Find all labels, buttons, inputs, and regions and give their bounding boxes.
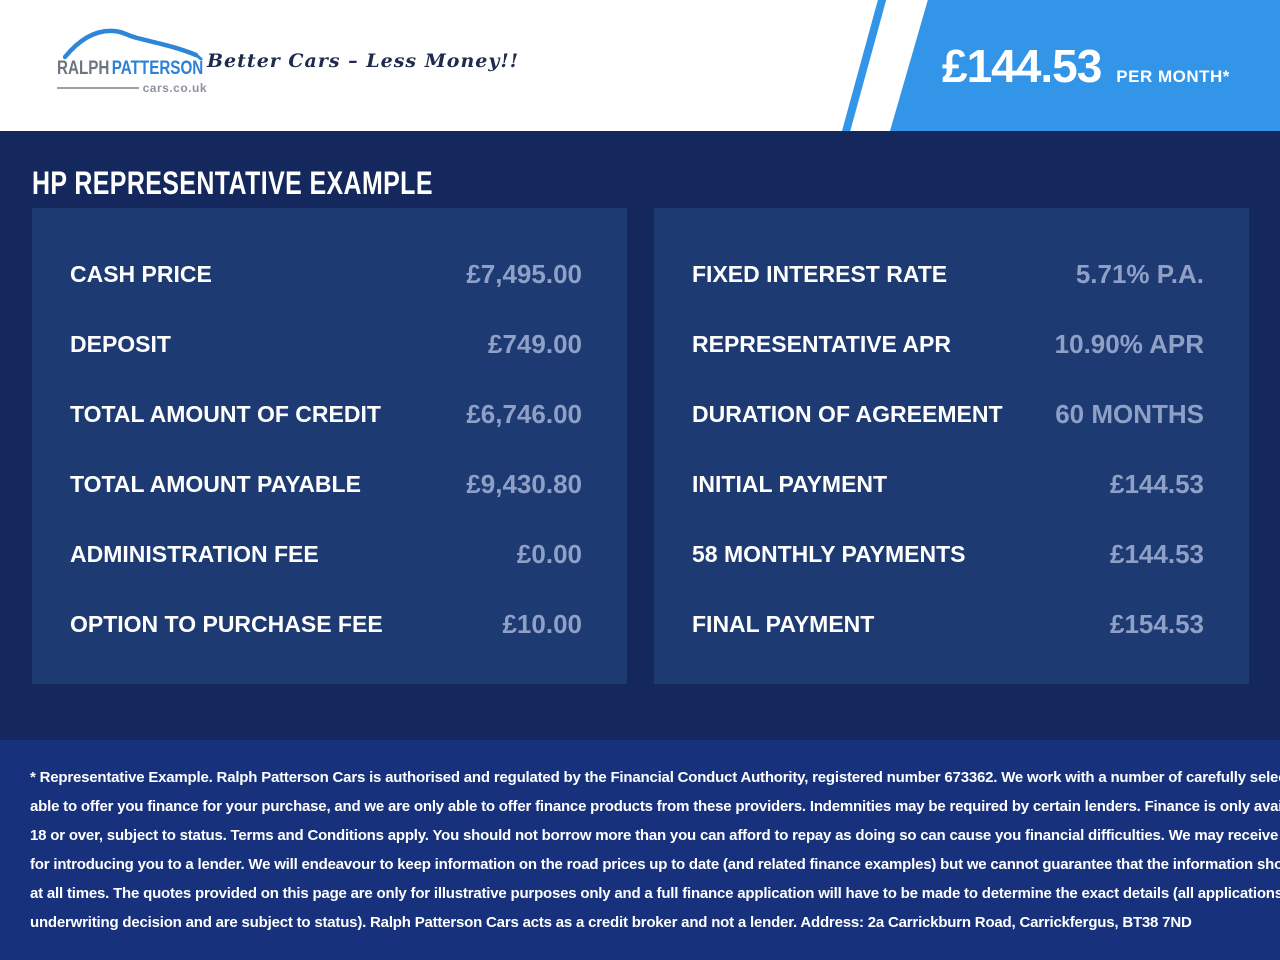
- dealer-name-second: PATTERSON: [111, 58, 204, 79]
- car-swoosh-icon: [63, 28, 203, 60]
- price-banner: £144.53 PER MONTH*: [890, 0, 1280, 131]
- page-header: RALPH PATTERSON cars.co.uk Better Cars – …: [0, 0, 1280, 131]
- finance-panel-right: FIXED INTEREST RATE 5.71% P.A. REPRESENT…: [654, 208, 1249, 684]
- finance-label: DURATION OF AGREEMENT: [692, 400, 1003, 427]
- table-row: REPRESENTATIVE APR 10.90% APR: [654, 309, 1249, 379]
- monthly-price: £144.53: [942, 39, 1102, 92]
- finance-label: FINAL PAYMENT: [692, 610, 875, 637]
- table-row: FINAL PAYMENT £154.53: [654, 589, 1249, 659]
- table-row: CASH PRICE £7,495.00: [32, 239, 627, 309]
- table-row: DURATION OF AGREEMENT 60 MONTHS: [654, 379, 1249, 449]
- finance-label: OPTION TO PURCHASE FEE: [70, 610, 383, 637]
- finance-value: £7,495.00: [466, 258, 582, 289]
- finance-label: FIXED INTEREST RATE: [692, 260, 948, 287]
- finance-label: REPRESENTATIVE APR: [692, 330, 951, 357]
- finance-label: ADMINISTRATION FEE: [70, 540, 319, 567]
- table-row: INITIAL PAYMENT £144.53: [654, 449, 1249, 519]
- legal-footer: * Representative Example. Ralph Patterso…: [0, 740, 1280, 960]
- finance-value: 5.71% P.A.: [1075, 258, 1204, 289]
- finance-value: £9,430.80: [466, 468, 582, 499]
- table-row: TOTAL AMOUNT OF CREDIT £6,746.00: [32, 379, 627, 449]
- table-row: TOTAL AMOUNT PAYABLE £9,430.80: [32, 449, 627, 519]
- page-title: HP REPRESENTATIVE EXAMPLE: [32, 165, 433, 201]
- finance-label: CASH PRICE: [70, 260, 212, 287]
- table-row: ADMINISTRATION FEE £0.00: [32, 519, 627, 589]
- finance-value: £144.53: [1110, 468, 1204, 499]
- logo-divider-line: [57, 87, 139, 89]
- finance-label: TOTAL AMOUNT OF CREDIT: [70, 400, 381, 427]
- finance-label: TOTAL AMOUNT PAYABLE: [70, 470, 361, 497]
- finance-label: INITIAL PAYMENT: [692, 470, 888, 497]
- finance-panels: CASH PRICE £7,495.00 DEPOSIT £749.00 TOT…: [32, 208, 1280, 684]
- finance-panel-left: CASH PRICE £7,495.00 DEPOSIT £749.00 TOT…: [32, 208, 627, 684]
- finance-value: £749.00: [488, 328, 582, 359]
- table-row: OPTION TO PURCHASE FEE £10.00: [32, 589, 627, 659]
- table-row: DEPOSIT £749.00: [32, 309, 627, 379]
- finance-value: £6,746.00: [466, 398, 582, 429]
- price-banner-stripe: [842, 0, 887, 131]
- dealer-tagline: Better Cars – Less Money!!: [207, 50, 520, 72]
- legal-text-line: 18 or over, subject to status. Terms and…: [30, 827, 1280, 844]
- dealer-domain-row: cars.co.uk: [57, 81, 207, 95]
- finance-value: 60 MONTHS: [1055, 398, 1204, 429]
- legal-text-line: at all times. The quotes provided on thi…: [30, 885, 1280, 902]
- main-content: HP REPRESENTATIVE EXAMPLE CASH PRICE £7,…: [0, 131, 1280, 740]
- finance-value: £0.00: [516, 538, 582, 569]
- finance-label: 58 MONTHLY PAYMENTS: [692, 540, 966, 567]
- table-row: FIXED INTEREST RATE 5.71% P.A.: [654, 239, 1249, 309]
- dealer-name-first: RALPH: [57, 58, 110, 79]
- price-banner-text: £144.53 PER MONTH*: [890, 39, 1230, 93]
- finance-value: £144.53: [1110, 538, 1204, 569]
- dealer-logo: RALPH PATTERSON cars.co.uk: [57, 26, 207, 95]
- legal-text-line: * Representative Example. Ralph Patterso…: [30, 769, 1280, 786]
- table-row: 58 MONTHLY PAYMENTS £144.53: [654, 519, 1249, 589]
- finance-value: £10.00: [502, 608, 582, 639]
- finance-value: £154.53: [1110, 608, 1204, 639]
- legal-text-line: able to offer you finance for your purch…: [30, 798, 1280, 815]
- legal-text-line: for introducing you to a lender. We will…: [30, 856, 1280, 873]
- dealer-domain: cars.co.uk: [142, 81, 207, 95]
- finance-label: DEPOSIT: [70, 330, 171, 357]
- monthly-price-period: PER MONTH*: [1116, 66, 1230, 86]
- finance-value: 10.90% APR: [1054, 328, 1204, 359]
- dealer-name: RALPH PATTERSON: [57, 58, 203, 80]
- legal-text-line: underwriting decision and are subject to…: [30, 914, 1192, 931]
